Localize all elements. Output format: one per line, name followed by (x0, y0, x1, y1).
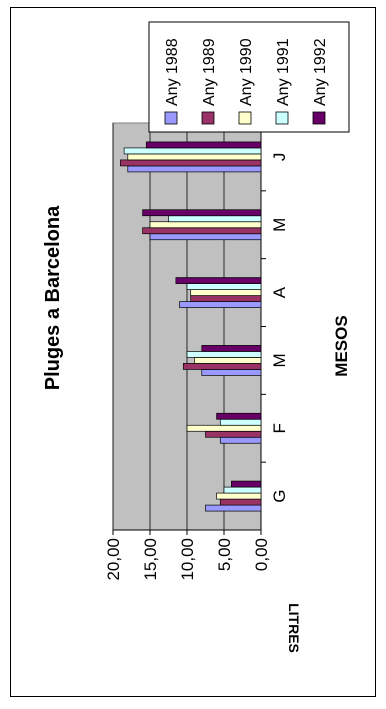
y-tick-label: 0,00 (252, 538, 271, 571)
bar (216, 492, 262, 500)
y-tick-label: 5,00 (215, 538, 234, 571)
legend-swatch (312, 111, 326, 125)
legend-swatch (238, 111, 252, 125)
legend-swatch (201, 111, 215, 125)
legend-label: Any 1991 (275, 38, 292, 106)
x-tick-label: F (270, 423, 289, 433)
bar (223, 486, 262, 494)
legend-swatch (164, 111, 178, 125)
chart-title: Pluges a Barcelona (42, 205, 64, 390)
chart-rotator: Pluges a Barcelona LITRES MESOS 0,00 5,00… (11, 8, 377, 698)
legend-label: Any 1988 (164, 38, 181, 106)
bar (168, 215, 262, 223)
bar (231, 480, 262, 488)
bar (190, 295, 262, 302)
bar (149, 221, 262, 229)
y-tick-label: 20,00 (104, 538, 123, 581)
legend-swatch (275, 111, 289, 125)
x-tick-label: M (270, 218, 289, 232)
bar (190, 289, 262, 296)
bar (186, 283, 262, 290)
y-tick-label: 10,00 (178, 538, 197, 581)
bar (142, 227, 262, 235)
x-tick-label: A (270, 286, 289, 298)
bar (127, 153, 262, 161)
x-tick-label: M (270, 353, 289, 367)
bar (123, 147, 262, 155)
bar (219, 436, 262, 444)
bar (219, 418, 262, 426)
bar (145, 141, 262, 149)
bar (182, 363, 262, 370)
bar (120, 159, 262, 167)
bar (127, 165, 262, 173)
legend-label: Any 1992 (312, 38, 329, 106)
bar (201, 345, 262, 352)
bar (194, 357, 262, 364)
y-tick-label: 15,00 (141, 538, 160, 581)
legend-label: Any 1990 (238, 38, 255, 106)
bar (219, 498, 262, 506)
plot-area: 0,00 5,00 10,00 15,00 20,00 G F M A M J (104, 122, 289, 581)
legend-box (148, 21, 350, 133)
chart-frame: Pluges a Barcelona LITRES MESOS 0,00 5,00… (10, 7, 376, 697)
legend: Any 1988 Any 1989 Any 1990 Any 1991 Any 1992 (148, 21, 350, 133)
bar (186, 351, 262, 358)
legend-label: Any 1989 (201, 38, 218, 106)
bar (149, 233, 262, 241)
bar (205, 430, 262, 438)
bar (179, 301, 262, 308)
x-axis-label: MESOS (332, 315, 351, 376)
bar (175, 277, 262, 284)
bar (142, 209, 262, 217)
bar-chart: Pluges a Barcelona LITRES MESOS 0,00 5,00… (42, 21, 351, 653)
bar (186, 424, 262, 432)
y-axis-label: LITRES (286, 603, 302, 653)
bar (201, 369, 262, 376)
bar (205, 504, 262, 512)
x-tick-label: G (270, 489, 289, 502)
bar (216, 412, 262, 420)
x-tick-label: J (270, 153, 289, 162)
